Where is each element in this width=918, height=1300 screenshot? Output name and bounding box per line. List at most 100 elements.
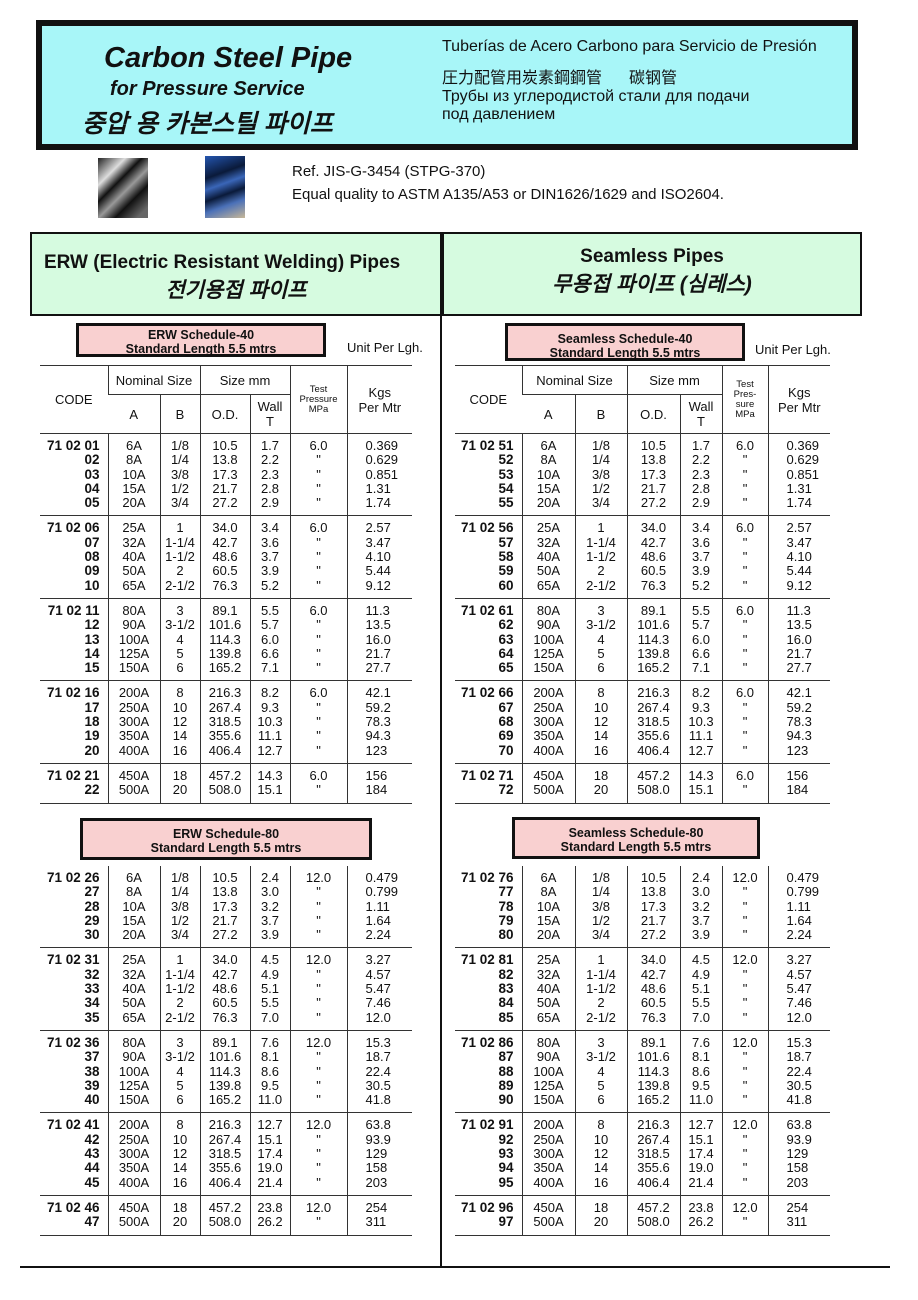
nominal-b: 3/8 bbox=[574, 467, 627, 482]
code: 02 bbox=[84, 452, 100, 468]
wall-thickness: 3.9 bbox=[249, 564, 290, 579]
table-row: 67 250A 10 267.4 9.3 " 59.2 bbox=[455, 700, 830, 716]
kgs-per-mtr: 42.1 bbox=[346, 680, 412, 701]
kgs-per-mtr: 22.4 bbox=[346, 1064, 412, 1079]
outer-diameter: 48.6 bbox=[626, 981, 680, 997]
nominal-b: 1-1/2 bbox=[159, 981, 200, 997]
wall-thickness: 3.2 bbox=[679, 899, 722, 914]
outer-diameter: 21.7 bbox=[626, 913, 680, 929]
test-pressure: 12.0 bbox=[289, 1030, 347, 1051]
code: 65 bbox=[455, 661, 522, 682]
nominal-a: 15A bbox=[107, 913, 160, 929]
kgs-per-mtr: 41.8 bbox=[767, 1093, 830, 1114]
nominal-b: 1/4 bbox=[574, 884, 627, 900]
code: 71 02 21 bbox=[46, 767, 100, 783]
outer-diameter: 508.0 bbox=[626, 1215, 680, 1236]
kgs-per-mtr: 13.5 bbox=[767, 617, 830, 633]
table-row: 18 300A 12 318.5 10.3 " 78.3 bbox=[40, 714, 412, 730]
outer-diameter: 42.7 bbox=[626, 967, 680, 983]
wall-thickness: 4.5 bbox=[679, 947, 722, 968]
test-pressure: " bbox=[721, 714, 768, 730]
nominal-a: 25A bbox=[107, 947, 160, 968]
table-row: 80 20A 3/4 27.2 3.9 " 2.24 bbox=[455, 928, 830, 949]
col-test-pressure: Test Pressure MPa bbox=[289, 365, 347, 434]
schedule-name: Seamless Schedule-40 bbox=[557, 332, 693, 346]
kgs-per-mtr: 184 bbox=[346, 783, 412, 804]
nominal-a: 350A bbox=[107, 729, 160, 744]
code: 17 bbox=[84, 699, 100, 715]
wall-thickness: 2.2 bbox=[679, 452, 722, 468]
wall-thickness: 19.0 bbox=[679, 1161, 722, 1176]
wall-thickness: 3.0 bbox=[249, 884, 290, 900]
test-pressure: " bbox=[289, 661, 347, 682]
table-row: 09 50A 2 60.5 3.9 " 5.44 bbox=[40, 563, 412, 579]
wall-thickness: 5.1 bbox=[679, 981, 722, 997]
kgs-per-mtr: 12.0 bbox=[767, 1010, 830, 1031]
nominal-b: 2 bbox=[159, 564, 200, 579]
test-pressure: " bbox=[289, 1078, 347, 1094]
nominal-a: 8A bbox=[521, 452, 575, 468]
nominal-b: 1-1/2 bbox=[159, 549, 200, 565]
nominal-a: 200A bbox=[107, 1112, 160, 1133]
title-banner: Carbon Steel Pipe for Pressure Service 중… bbox=[36, 20, 858, 150]
code: 80 bbox=[455, 928, 522, 949]
nominal-b: 10 bbox=[159, 1132, 200, 1148]
outer-diameter: 216.3 bbox=[199, 1112, 250, 1133]
kgs-per-mtr: 4.57 bbox=[767, 967, 830, 983]
nominal-a: 6A bbox=[107, 866, 160, 886]
outer-diameter: 355.6 bbox=[199, 1161, 250, 1176]
wall-thickness: 19.0 bbox=[249, 1161, 290, 1176]
nominal-a: 450A bbox=[107, 763, 160, 784]
standard-length: Standard Length 5.5 mtrs bbox=[560, 840, 712, 854]
nominal-a: 90A bbox=[521, 617, 575, 633]
outer-diameter: 76.3 bbox=[626, 1010, 680, 1031]
kgs-per-mtr: 184 bbox=[767, 783, 830, 804]
nominal-a: 500A bbox=[521, 1215, 575, 1236]
kgs-per-mtr: 1.64 bbox=[346, 913, 412, 929]
table-row: 64 125A 5 139.8 6.6 " 21.7 bbox=[455, 645, 830, 662]
nominal-a: 400A bbox=[107, 1175, 160, 1196]
kgs-per-mtr: 63.8 bbox=[346, 1112, 412, 1133]
test-pressure: " bbox=[289, 578, 347, 599]
nominal-b: 14 bbox=[159, 729, 200, 744]
nominal-b: 5 bbox=[574, 646, 627, 662]
standard-length: Standard Length 5.5 mtrs bbox=[125, 342, 277, 356]
nominal-a: 65A bbox=[521, 578, 575, 599]
nominal-a: 15A bbox=[521, 913, 575, 929]
nominal-b: 3/4 bbox=[574, 928, 627, 949]
outer-diameter: 318.5 bbox=[199, 1146, 250, 1162]
outer-diameter: 10.5 bbox=[626, 866, 680, 886]
table-row: 89 125A 5 139.8 9.5 " 30.5 bbox=[455, 1078, 830, 1094]
kgs-per-mtr: 0.479 bbox=[346, 866, 412, 886]
nominal-b: 12 bbox=[574, 714, 627, 730]
table-row: 38 100A 4 114.3 8.6 " 22.4 bbox=[40, 1064, 412, 1079]
nominal-a: 125A bbox=[107, 1078, 160, 1094]
kgs-per-mtr: 123 bbox=[346, 743, 412, 764]
table-row: 71 02 66 200A 8 216.3 8.2 6.0 42.1 bbox=[455, 680, 830, 701]
wall-thickness: 7.6 bbox=[679, 1030, 722, 1051]
code: 64 bbox=[498, 645, 514, 661]
test-pressure: 6.0 bbox=[721, 763, 768, 784]
kgs-per-mtr: 203 bbox=[346, 1175, 412, 1196]
outer-diameter: 139.8 bbox=[199, 646, 250, 662]
nominal-a: 250A bbox=[107, 700, 160, 716]
nominal-b: 1-1/4 bbox=[574, 967, 627, 983]
wall-thickness: 10.3 bbox=[679, 714, 722, 730]
kgs-per-mtr: 94.3 bbox=[346, 729, 412, 744]
wall-thickness: 9.5 bbox=[679, 1078, 722, 1094]
kgs-per-mtr: 129 bbox=[346, 1146, 412, 1162]
wall-thickness: 3.6 bbox=[679, 535, 722, 551]
wall-thickness: 26.2 bbox=[679, 1215, 722, 1236]
kgs-per-mtr: 5.44 bbox=[767, 564, 830, 579]
outer-diameter: 76.3 bbox=[199, 1010, 250, 1031]
outer-diameter: 13.8 bbox=[626, 452, 680, 468]
test-pressure: " bbox=[289, 632, 347, 647]
outer-diameter: 165.2 bbox=[626, 661, 680, 682]
col-kgs-per-mtr: Kgs Per Mtr bbox=[767, 365, 830, 434]
code: 71 02 01 bbox=[46, 438, 100, 453]
test-pressure: " bbox=[289, 967, 347, 983]
table-row: 34 50A 2 60.5 5.5 " 7.46 bbox=[40, 996, 412, 1011]
code: 59 bbox=[498, 563, 514, 579]
table-row: 55 20A 3/4 27.2 2.9 " 1.74 bbox=[455, 496, 830, 517]
code: 09 bbox=[84, 563, 100, 579]
